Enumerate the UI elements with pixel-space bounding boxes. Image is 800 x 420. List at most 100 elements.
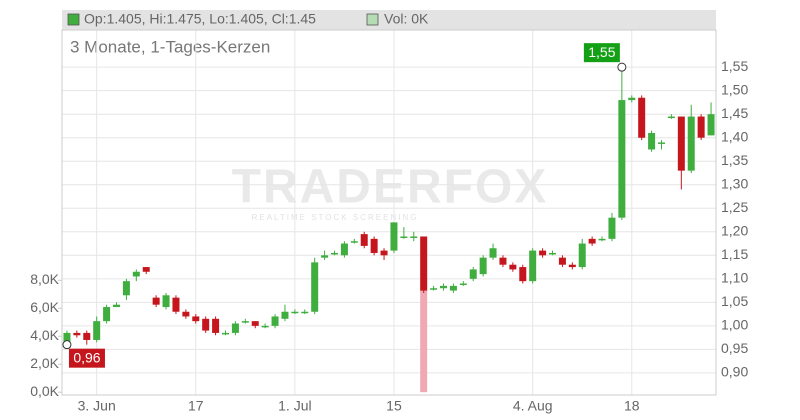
candle-body xyxy=(618,100,626,218)
candle-body xyxy=(281,311,289,319)
candle-body xyxy=(311,262,319,312)
candle-body xyxy=(340,243,348,256)
candle-body xyxy=(519,267,527,282)
y2-tick-label: 8,0K xyxy=(30,271,59,287)
candle-body xyxy=(430,288,438,290)
legend-volume: Vol: 0K xyxy=(384,11,429,27)
y-tick-label: 1,20 xyxy=(721,222,748,238)
candle-body xyxy=(469,269,477,279)
candle-body xyxy=(598,238,606,241)
candle-body xyxy=(83,332,91,340)
y-tick-label: 0,95 xyxy=(721,340,748,356)
y2-tick-label: 4,0K xyxy=(30,327,59,343)
min-label-box xyxy=(68,348,105,368)
min-label-point xyxy=(62,340,72,350)
candle-body xyxy=(499,257,507,265)
y2-tick-label: 2,0K xyxy=(30,355,59,371)
x-tick-label: 4. Aug xyxy=(513,398,553,414)
candle-body xyxy=(331,252,338,255)
y-tick-label: 1,35 xyxy=(721,152,748,168)
x-tick-label: 18 xyxy=(624,398,640,414)
watermark: TRADERFOX xyxy=(232,161,549,214)
candle-body xyxy=(261,325,269,328)
y-tick-label: 1,15 xyxy=(721,246,748,262)
candle-body xyxy=(241,321,249,323)
candle-body xyxy=(142,267,150,272)
candle-body xyxy=(271,316,279,326)
y-tick-label: 1,05 xyxy=(721,293,748,309)
watermark-sub: REALTIME STOCK SCREENING xyxy=(252,213,419,222)
candle-body xyxy=(509,264,517,270)
candle-body xyxy=(360,234,368,246)
candle-body xyxy=(549,252,556,255)
y-tick-label: 1,10 xyxy=(721,270,748,286)
candle-body xyxy=(390,222,398,251)
min-label-text: 0,96 xyxy=(73,349,100,365)
candle-body xyxy=(103,307,111,322)
candle-body xyxy=(667,116,675,119)
candle-body xyxy=(568,264,576,268)
candle-body xyxy=(578,243,586,268)
legend-bar xyxy=(62,10,716,30)
y-tick-label: 1,50 xyxy=(721,81,748,97)
plot-frame xyxy=(61,29,717,396)
y-tick-label: 0,90 xyxy=(721,364,748,380)
candle-body xyxy=(400,236,408,238)
candle-body xyxy=(410,236,418,238)
candle-body xyxy=(539,250,547,256)
candle-body xyxy=(707,114,715,136)
legend-price-swatch xyxy=(67,13,80,26)
candle-body xyxy=(172,297,180,312)
candle-body xyxy=(697,116,705,138)
x-tick-label: 17 xyxy=(188,398,204,414)
y-tick-label: 1,30 xyxy=(721,175,748,191)
candle-body xyxy=(529,250,537,282)
candle-body xyxy=(162,295,170,308)
x-tick-label: 15 xyxy=(386,398,402,414)
candle-body xyxy=(479,257,487,275)
max-label-text: 1,55 xyxy=(588,44,615,60)
candle-body xyxy=(321,255,329,258)
candle-body xyxy=(648,133,656,150)
candle-body xyxy=(251,321,259,326)
y2-tick-label: 0,0K xyxy=(30,383,59,399)
candle-body xyxy=(93,321,101,340)
candle-body xyxy=(152,297,160,305)
candle-body xyxy=(132,271,140,277)
candle-body xyxy=(63,332,71,343)
candle-body xyxy=(459,283,467,286)
candle-body xyxy=(301,311,309,314)
candle-body xyxy=(658,142,665,144)
y2-tick-label: 6,0K xyxy=(30,299,59,315)
candle-body xyxy=(558,257,566,265)
candle-body xyxy=(192,316,200,322)
candle-body xyxy=(420,236,428,291)
candle-body xyxy=(350,241,358,243)
candle-body xyxy=(440,285,447,289)
x-tick-label: 3. Jun xyxy=(78,398,116,414)
candle-body xyxy=(222,332,229,335)
y-tick-label: 1,55 xyxy=(721,58,748,74)
candle-body xyxy=(608,217,616,239)
candle-body xyxy=(638,97,646,138)
y-tick-label: 1,40 xyxy=(721,128,748,144)
candle-body xyxy=(628,97,636,101)
max-label-point xyxy=(617,62,627,72)
legend-price: Op:1.405, Hi:1.475, Lo:1.405, Cl:1.45 xyxy=(84,11,316,27)
candle-body xyxy=(291,311,299,314)
subtitle: 3 Monate, 1-Tages-Kerzen xyxy=(70,37,270,56)
candle-body xyxy=(677,116,685,171)
x-tick-label: 1. Jul xyxy=(278,398,311,414)
candle-body xyxy=(380,250,388,256)
legend-volume-swatch xyxy=(366,13,379,26)
candle-body xyxy=(489,248,497,258)
y-tick-label: 1,25 xyxy=(721,199,748,215)
candle-body xyxy=(202,318,210,331)
y-tick-label: 1,00 xyxy=(721,317,748,333)
volume-bar xyxy=(420,290,428,393)
candle-body xyxy=(687,116,695,171)
candle-body xyxy=(73,332,81,336)
candle-body xyxy=(212,318,220,333)
candle-body xyxy=(588,238,596,244)
